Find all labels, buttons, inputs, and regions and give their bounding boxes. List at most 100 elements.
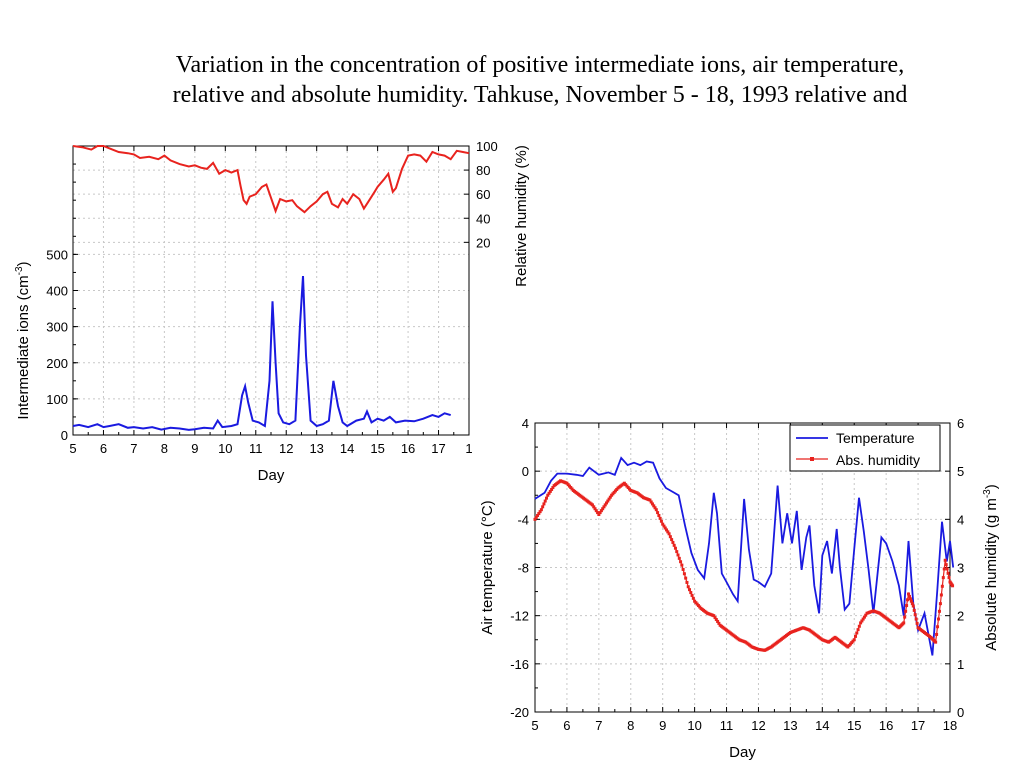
y-tick-label: 0 [61,428,68,443]
legend-box [789,424,941,472]
x-tick-label: 17 [431,441,445,456]
abs-humidity-marker [943,558,947,562]
abs-humidity-marker [861,617,865,621]
x-tick-label: 14 [340,441,354,456]
abs-humidity-marker [860,619,864,623]
y-tick-label: -4 [517,512,529,527]
abs-humidity-marker [608,495,612,499]
abs-humidity-marker [714,618,718,622]
y-tick-label: 500 [46,247,68,262]
abs-humidity-marker [667,532,671,536]
abs-humidity-marker [654,508,658,512]
y-right-tick-label: 40 [476,211,490,226]
abs-humidity-marker [855,631,859,635]
abs-humidity-marker [712,614,716,618]
abs-humidity-marker [590,503,594,507]
x-tick-label: 9 [191,441,198,456]
abs-humidity-marker [671,540,675,544]
intermediate-ions-line [72,275,451,431]
y-right-tick-label: 20 [476,235,490,250]
y-right-tick-label: 0 [957,705,964,720]
abs-humidity-marker [906,598,910,602]
y-tick-label: -16 [510,657,529,672]
abs-humidity-marker [716,619,720,623]
legend-abs-humidity-label: Abs. humidity [836,452,920,468]
abs-humidity-marker [594,509,598,513]
abs-humidity-marker [672,543,676,547]
x-tick-label: 14 [815,718,829,733]
abs-humidity-marker [657,513,661,517]
y-right-tick-label: 1 [957,657,964,672]
abs-humidity-marker [542,502,546,506]
x-tick-label: 13 [783,718,797,733]
abs-humidity-marker [684,576,688,580]
slide-title: Variation in the concentration of positi… [60,50,1020,110]
abs-humidity-marker [598,511,602,515]
abs-humidity-marker [536,513,540,517]
x-tick-label: 6 [100,441,107,456]
x-tick-label: 11 [249,441,263,456]
abs-humidity-marker [685,580,689,584]
x-tick-label: 7 [595,718,602,733]
abs-humidity-marker [606,499,610,503]
abs-humidity-marker [691,596,695,600]
abs-humidity-marker [675,550,679,554]
legend-temperature-label: Temperature [836,430,915,446]
y-tick-label: 0 [522,464,529,479]
y-tick-label: 200 [46,356,68,371]
abs-humidity-marker [658,516,662,520]
abs-humidity-marker [659,519,663,523]
abs-humidity-marker [942,567,946,571]
x-tick-label: 1 [465,441,472,456]
x-tick-label: 15 [370,441,384,456]
abs-humidity-marker [607,497,611,501]
y-tick-label: 4 [522,416,529,431]
y-tick-label: 300 [46,320,68,335]
abs-humidity-marker [937,617,941,621]
abs-humidity-marker [905,604,909,608]
x-tick-label: 18 [943,718,957,733]
abs-humidity-marker [914,617,918,621]
x-axis-label: Day [729,744,756,761]
x-tick-label: 12 [751,718,765,733]
abs-humidity-marker [544,496,548,500]
abs-humidity-marker [592,505,596,509]
abs-humidity-marker [662,524,666,528]
x-tick-label: 17 [911,718,925,733]
abs-humidity-marker [907,594,911,598]
abs-humidity-marker [937,609,941,613]
abs-humidity-marker [951,584,955,588]
abs-humidity-marker [854,634,858,638]
x-tick-label: 7 [130,441,137,456]
abs-humidity-marker [938,602,942,606]
y-right-tick-label: 60 [476,187,490,202]
abs-humidity-marker [650,502,654,506]
abs-humidity-marker [597,513,601,517]
abs-humidity-marker [680,563,684,567]
y-tick-label: -20 [510,705,529,720]
abs-humidity-marker [539,508,543,512]
abs-humidity-marker [934,640,938,644]
y-tick-label: 100 [46,392,68,407]
abs-humidity-marker [663,526,667,530]
abs-humidity-marker [902,621,906,625]
y-right-tick-label: 2 [957,609,964,624]
abs-humidity-marker [551,486,555,490]
x-tick-label: 6 [563,718,570,733]
abs-humidity-marker [666,530,670,534]
abs-humidity-marker [537,512,541,516]
y-right-tick-label: 80 [476,163,490,178]
y-right-tick-label: 3 [957,561,964,576]
abs-humidity-marker [946,571,950,575]
abs-humidity-marker [649,500,653,504]
abs-humidity-marker [862,615,866,619]
x-tick-label: 5 [531,718,538,733]
abs-humidity-marker [688,588,692,592]
abs-humidity-marker [713,616,717,620]
abs-humidity-marker [548,489,552,493]
abs-humidity-marker [911,604,915,608]
abs-humidity-marker [690,593,694,597]
x-tick-label: 9 [659,718,666,733]
abs-humidity-marker [676,553,680,557]
